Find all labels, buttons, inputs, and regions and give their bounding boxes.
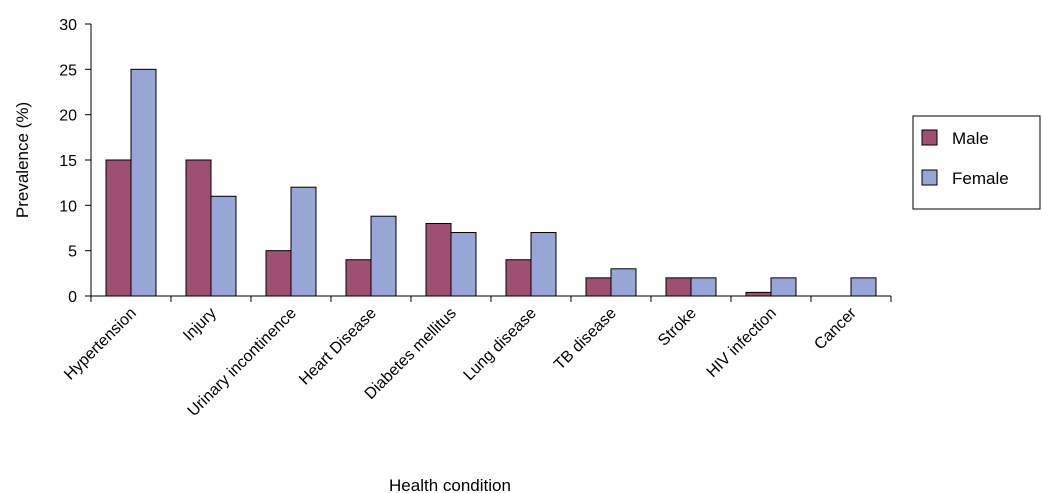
y-tick-label: 25: [59, 62, 77, 79]
bar-female-9: [770, 277, 797, 297]
bar-male-4: [345, 259, 372, 297]
bar-female-7: [610, 268, 637, 297]
bar-male-6: [505, 259, 532, 297]
y-tick-labels: 0 5 10 15 20 25 30: [59, 17, 77, 306]
bar-female-2: [210, 195, 237, 297]
bar-male-3: [265, 250, 292, 297]
y-tick-label: 30: [59, 17, 77, 34]
bar-female-6: [530, 232, 557, 297]
x-tick-label: Heart Disease: [296, 305, 380, 389]
bar-female-1: [130, 68, 157, 297]
x-tick-label: TB disease: [551, 305, 620, 374]
x-tick-label: Cancer: [811, 304, 860, 353]
y-axis-title: Prevalence (%): [13, 102, 32, 218]
x-axis-title: Health condition: [389, 476, 511, 493]
legend: Male Female: [912, 115, 1041, 210]
axes: [85, 23, 892, 302]
bar-male-7: [585, 277, 612, 297]
y-tick-label: 20: [59, 108, 77, 125]
y-tick-label: 10: [59, 198, 77, 215]
bar-male-5: [425, 222, 452, 297]
x-tick-label: Hypertension: [61, 305, 140, 384]
bar-female-3: [290, 186, 317, 297]
legend-swatch-male: [921, 129, 938, 146]
x-tick-label: Stroke: [655, 305, 700, 350]
bar-female-4: [370, 215, 397, 297]
y-tick-label: 15: [59, 153, 77, 170]
legend-label-male: Male: [952, 129, 989, 148]
bar-male-2: [185, 159, 212, 297]
legend-label-female: Female: [952, 169, 1009, 188]
bar-male-8: [665, 277, 692, 297]
bar-male-9: [745, 291, 772, 297]
y-tick-label: 5: [68, 244, 77, 261]
x-tick-label: HIV infection: [704, 305, 780, 381]
y-tick-label: 0: [68, 289, 77, 306]
bar-female-10: [850, 277, 877, 297]
bars: [105, 68, 877, 297]
bar-male-1: [105, 159, 132, 297]
bar-female-5: [450, 232, 477, 297]
x-tick-label: Injury: [180, 305, 220, 345]
bar-female-8: [690, 277, 717, 297]
legend-swatch-female: [921, 169, 938, 186]
x-tick-label: Lung disease: [460, 305, 539, 384]
